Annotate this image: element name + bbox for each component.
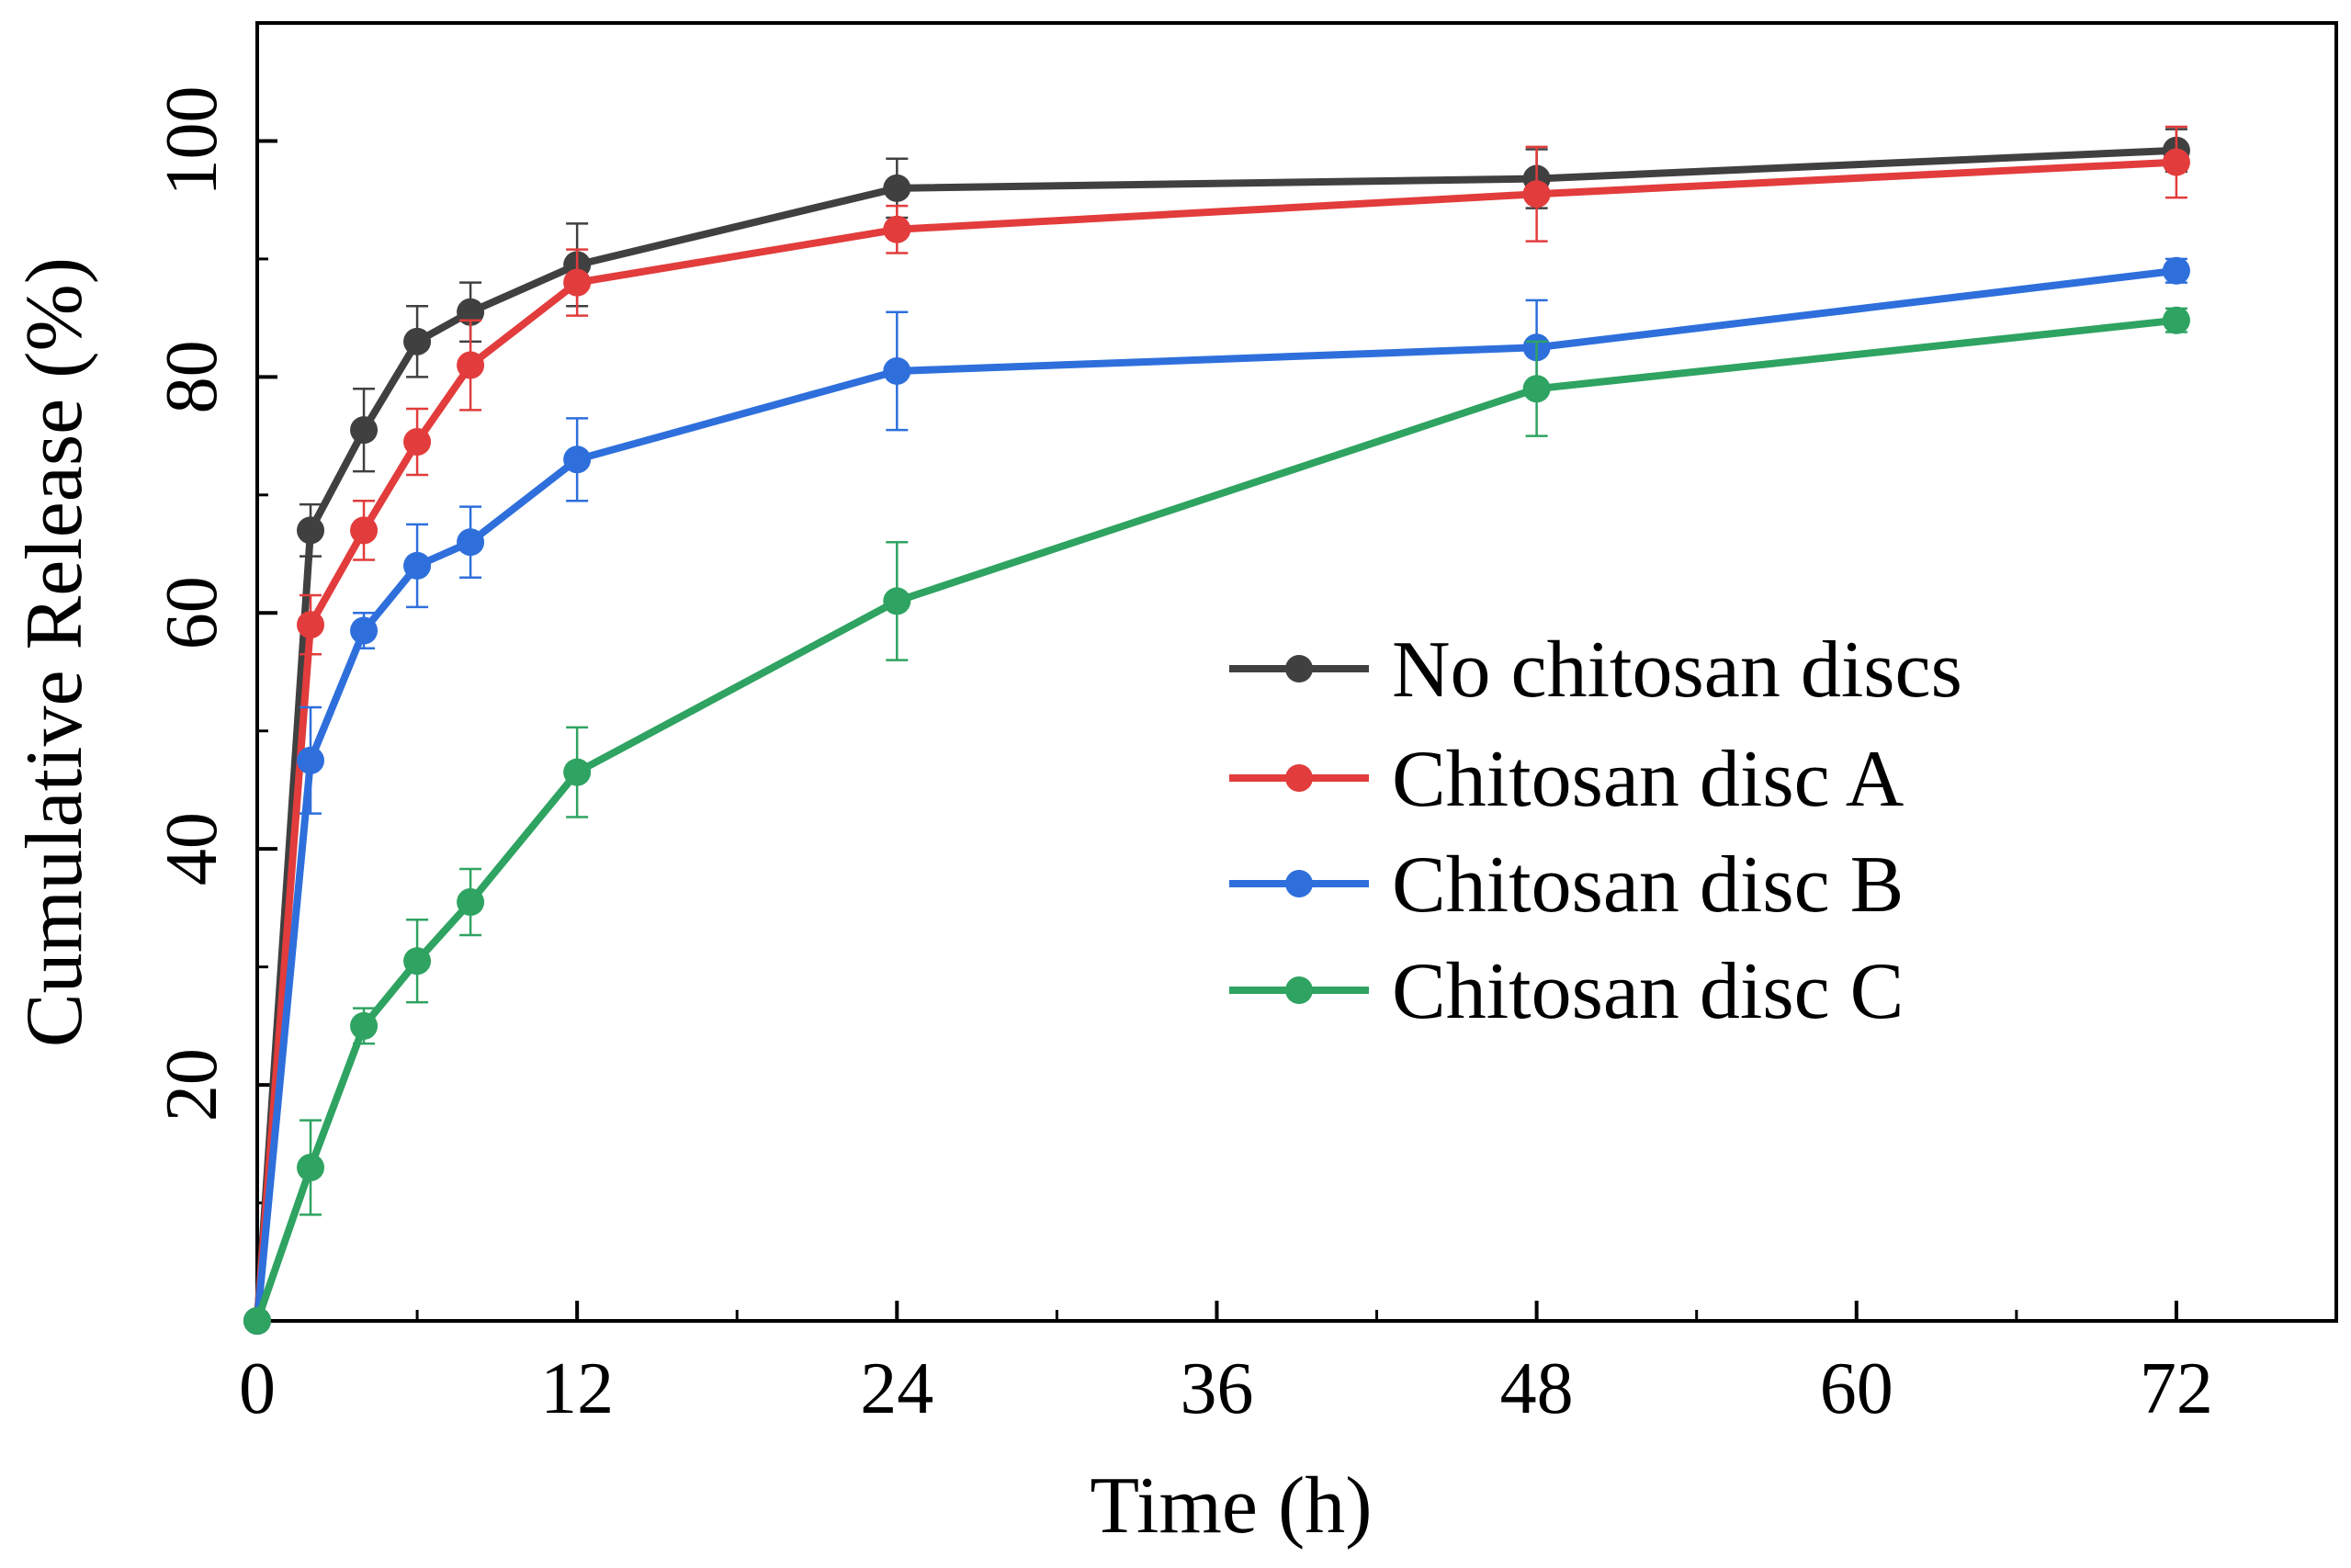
data-point: [883, 587, 911, 615]
x-axis-title: Time (h): [1090, 1461, 1372, 1551]
data-point: [883, 215, 911, 243]
data-point: [297, 516, 325, 545]
data-point: [883, 174, 911, 202]
data-point: [2162, 306, 2190, 334]
data-point: [350, 616, 379, 645]
y-tick-label-100: 100: [152, 85, 232, 196]
y-tick-label-40: 40: [152, 812, 232, 886]
axes-group: 0 12 24 36 48 60 72 20 40 60 80 100: [152, 21, 2338, 1429]
legend-marker-2: [1285, 870, 1313, 897]
data-point: [457, 298, 485, 326]
data-point: [297, 746, 325, 774]
legend-label-2: Chitosan disc B: [1392, 840, 1904, 930]
x-tick-label-48: 48: [1500, 1348, 1574, 1429]
legend-marker-0: [1285, 655, 1313, 682]
legend-marker-3: [1285, 976, 1313, 1004]
data-point: [350, 516, 379, 545]
series-group: [243, 125, 2190, 1335]
data-point: [563, 268, 592, 297]
data-point: [297, 611, 325, 639]
data-point: [297, 1154, 325, 1182]
y-tick-label-60: 60: [152, 576, 232, 649]
x-tick-label-36: 36: [1180, 1348, 1253, 1429]
data-point: [403, 551, 432, 580]
data-point: [1522, 180, 1551, 209]
x-tick-label-24: 24: [860, 1348, 933, 1429]
data-point: [403, 327, 432, 355]
series-1: [243, 125, 2190, 1335]
legend-label-3: Chitosan disc C: [1392, 947, 1904, 1036]
data-point: [403, 947, 432, 976]
data-point: [350, 1011, 379, 1040]
data-point: [2162, 148, 2190, 176]
legend-label-0: No chitosan discs: [1392, 626, 1962, 715]
legend: No chitosan discs Chitosan disc A Chitosan…: [1229, 626, 1962, 1036]
data-point: [403, 428, 432, 457]
x-tick-label-0: 0: [239, 1348, 276, 1429]
data-point: [883, 356, 911, 385]
data-point: [457, 528, 485, 557]
y-tick-label-80: 80: [152, 340, 232, 413]
data-point: [563, 446, 592, 474]
data-point: [457, 351, 485, 379]
data-point: [563, 758, 592, 786]
data-point: [2162, 256, 2190, 285]
plot-frame: [255, 21, 2338, 1323]
y-tick-label-20: 20: [152, 1048, 232, 1122]
y-axis-title: Cumulative Release (%): [10, 257, 99, 1047]
x-tick-label-12: 12: [540, 1348, 614, 1429]
data-point: [350, 416, 379, 445]
series-3: [243, 306, 2190, 1335]
data-point: [243, 1307, 271, 1335]
x-tick-label-60: 60: [1820, 1348, 1893, 1429]
data-point: [457, 887, 485, 916]
data-point: [1522, 375, 1551, 403]
legend-label-1: Chitosan disc A: [1392, 735, 1904, 824]
x-tick-label-72: 72: [2140, 1348, 2213, 1429]
series-0: [243, 128, 2190, 1335]
legend-marker-1: [1285, 764, 1313, 792]
